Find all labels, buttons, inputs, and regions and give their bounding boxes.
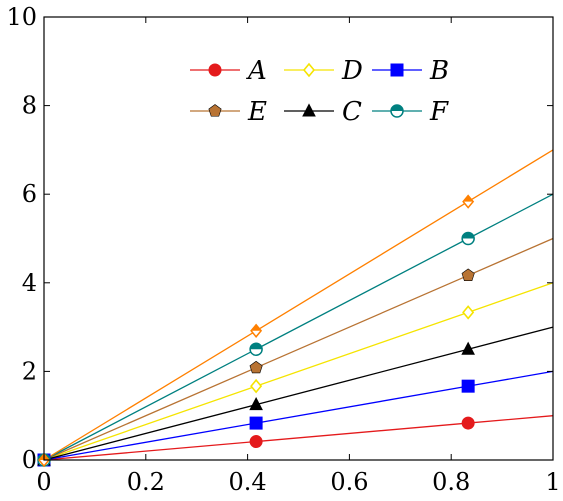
series-line-A — [43, 415, 554, 461]
y-tick-label: 0 — [22, 446, 37, 474]
legend-item-F: F — [372, 97, 449, 127]
data-point — [462, 305, 475, 320]
legend: A D B E C F — [190, 56, 449, 127]
legend-marker — [302, 103, 316, 117]
y-tick-label: 4 — [22, 269, 37, 297]
legend-marker — [302, 62, 316, 78]
legend-item-C: C — [284, 97, 362, 127]
x-tick-label: 0.2 — [127, 468, 165, 496]
series-line-F — [43, 193, 554, 461]
data-point — [249, 435, 263, 449]
series-line-series-6 — [43, 149, 554, 461]
x-tick-label: 0.4 — [229, 468, 267, 496]
legend-label: A — [246, 56, 267, 86]
legend-item-E: E — [190, 97, 267, 127]
series-markers — [37, 194, 475, 468]
plot-frame — [43, 16, 554, 461]
legend-label: F — [429, 97, 449, 127]
series-line-B — [43, 370, 554, 461]
legend-item-A: A — [190, 56, 267, 86]
data-point — [461, 231, 475, 246]
legend-label: C — [342, 97, 362, 127]
series-line-D — [43, 282, 554, 461]
data-point — [249, 342, 263, 356]
x-tick-label: 0.6 — [330, 468, 368, 496]
data-point — [461, 379, 475, 393]
legend-label: E — [247, 97, 267, 127]
y-tick-label: 6 — [22, 180, 37, 208]
x-tick-label: 0.8 — [432, 468, 470, 496]
y-tick-label: 2 — [22, 357, 37, 385]
data-point — [249, 397, 263, 411]
legend-item-B: B — [372, 56, 449, 86]
legend-marker — [390, 104, 404, 118]
data-point — [250, 323, 263, 338]
data-point — [461, 416, 475, 430]
legend-item-D: D — [284, 56, 363, 86]
series-lines — [43, 149, 554, 461]
legend-marker — [390, 63, 404, 77]
data-point — [250, 378, 263, 394]
y-tick-label: 8 — [22, 92, 37, 120]
y-tick-label: 10 — [6, 3, 37, 31]
series-line-E — [43, 237, 554, 461]
x-tick-label: 1 — [545, 468, 560, 496]
data-point — [461, 341, 475, 355]
legend-label: B — [429, 56, 449, 86]
series-line-C — [43, 326, 554, 461]
legend-marker — [208, 63, 222, 77]
data-point — [462, 194, 475, 209]
legend-marker — [208, 104, 222, 117]
data-point — [249, 416, 263, 430]
legend-label: D — [341, 56, 363, 86]
x-tick-label: 0 — [36, 468, 51, 496]
data-point — [249, 360, 263, 374]
data-point — [461, 268, 475, 281]
